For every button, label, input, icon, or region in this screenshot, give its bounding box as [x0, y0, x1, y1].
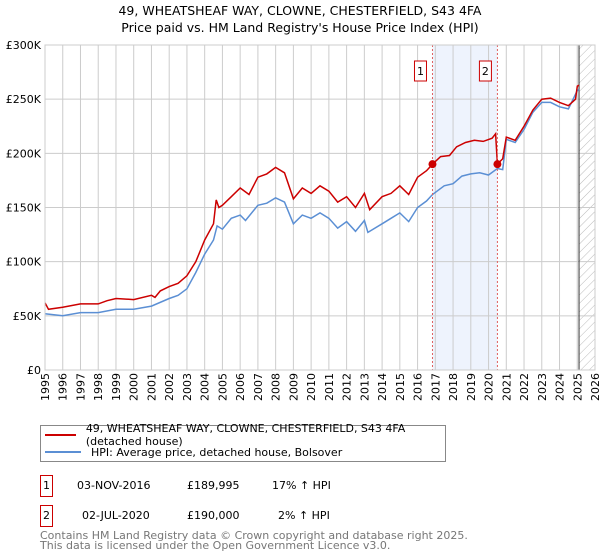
x-tick-label: 2000: [128, 373, 141, 401]
sale-point: [428, 160, 437, 169]
x-tick-label: 1995: [39, 373, 52, 401]
transaction-badge: 1: [40, 475, 53, 497]
x-tick-label: 2008: [270, 373, 283, 401]
legend-swatch-red: [45, 434, 76, 436]
transaction-price: £189,995: [187, 479, 240, 492]
transaction-badge: 2: [40, 505, 53, 527]
x-tick-label: 2004: [199, 373, 212, 401]
x-tick-label: 2024: [554, 373, 567, 401]
legend-label-hpi: HPI: Average price, detached house, Bols…: [91, 445, 343, 459]
legend-swatch-blue: [45, 451, 81, 453]
transaction-price: £190,000: [187, 509, 240, 522]
x-tick-label: 2010: [305, 373, 318, 401]
chart-title: 49, WHEATSHEAF WAY, CLOWNE, CHESTERFIELD…: [118, 3, 482, 18]
x-tick-label: 2018: [447, 373, 460, 401]
y-tick-label: £250K: [6, 93, 42, 106]
y-tick-label: £300K: [6, 39, 42, 52]
sale-point: [493, 160, 502, 169]
x-tick-label: 1997: [74, 373, 87, 401]
x-tick-label: 2021: [500, 373, 513, 401]
marker-label: 2: [482, 65, 489, 78]
price-chart: 1995 1996 1997 1998 1999 2000 2001 2002 2003 2004…: [6, 39, 600, 401]
x-tick-label: 2001: [145, 373, 158, 401]
x-tick-label: 1998: [92, 373, 105, 401]
x-tick-label: 2015: [394, 373, 407, 401]
plot-border: [44, 44, 596, 371]
x-tick-label: 2016: [412, 373, 425, 401]
property-series-line: [44, 84, 580, 311]
transaction-row: 2 02-JUL-2020 £190,000 2% ↑ HPI: [40, 505, 440, 527]
x-tick-label: 2007: [252, 373, 265, 401]
transaction-date: 02-JUL-2020: [82, 509, 150, 522]
x-tick-label: 2009: [287, 373, 300, 401]
legend: 49, WHEATSHEAF WAY, CLOWNE, CHESTERFIELD…: [40, 422, 446, 462]
x-tick-label: 2026: [589, 373, 600, 401]
x-tick-label: 2017: [429, 373, 442, 401]
footer-line-1: Contains HM Land Registry data © Crown c…: [40, 529, 468, 542]
x-tick-label: 2005: [216, 373, 229, 401]
x-tick-label: 2006: [234, 373, 247, 401]
footer: Contains HM Land Registry data © Crown c…: [40, 529, 468, 552]
y-tick-label: £150K: [6, 202, 42, 215]
legend-label-property: 49, WHEATSHEAF WAY, CLOWNE, CHESTERFIELD…: [85, 422, 406, 448]
x-tick-label: 2013: [358, 373, 371, 401]
legend-item-hpi: HPI: Average price, detached house, Bols…: [45, 444, 342, 460]
hpi-series-line: [44, 88, 580, 317]
transaction-row: 1 03-NOV-2016 £189,995 17% ↑ HPI: [40, 475, 440, 497]
chart-subtitle: Price paid vs. HM Land Registry's House …: [121, 20, 479, 35]
y-tick-label: £0: [27, 364, 41, 377]
x-tick-label: 2011: [323, 373, 336, 401]
y-tick-label: £50K: [13, 310, 42, 323]
x-tick-label: 2023: [536, 373, 549, 401]
x-tick-label: 2022: [518, 373, 531, 401]
x-tick-label: 2002: [163, 373, 176, 401]
x-tick-label: 2014: [376, 373, 389, 401]
y-tick-label: £100K: [6, 256, 42, 269]
x-tick-label: 1996: [57, 373, 70, 401]
transaction-hpi: 17% ↑ HPI: [272, 479, 331, 492]
marker-badge: [478, 60, 492, 82]
y-tick-label: £200K: [6, 147, 42, 160]
x-tick-label: 2025: [571, 373, 584, 401]
x-tick-label: 1999: [110, 373, 123, 401]
transaction-date: 03-NOV-2016: [77, 479, 151, 492]
marker-badge: [413, 60, 427, 82]
x-tick-label: 2019: [465, 373, 478, 401]
footer-line-2: This data is licensed under the Open Gov…: [40, 539, 391, 552]
transaction-hpi: 2% ↑ HPI: [278, 509, 330, 522]
x-tick-label: 2020: [483, 373, 496, 401]
marker-label: 1: [417, 65, 424, 78]
legend-item-property: 49, WHEATSHEAF WAY, CLOWNE, CHESTERFIELD…: [45, 422, 445, 448]
x-tick-label: 2003: [181, 373, 194, 401]
x-tick-label: 2012: [341, 373, 354, 401]
